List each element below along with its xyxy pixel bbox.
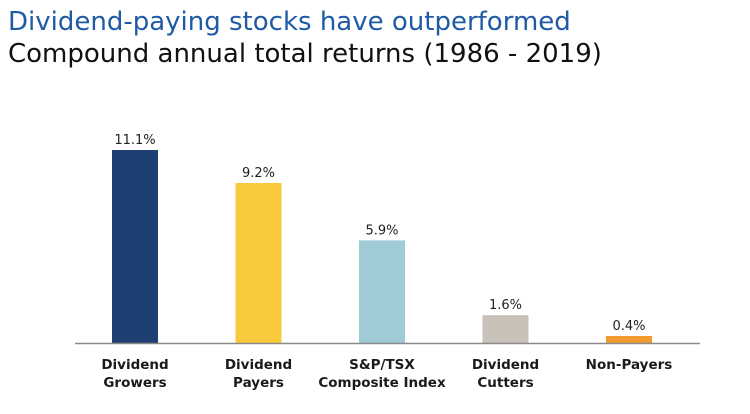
data-label-non-payers: 0.4% (612, 319, 645, 334)
bar-s-p-tsx-composite-index (359, 240, 405, 343)
chart-subtitle: Compound annual total returns (1986 - 20… (8, 39, 602, 69)
bar-dividend-growers (112, 150, 158, 343)
bar-dividend-payers (235, 183, 282, 343)
bar-dividend-cutters (482, 315, 529, 343)
category-label-dividend-growers-line-2: Growers (103, 375, 166, 391)
category-label-s-p-tsx-composite-index-line-1: S&P/TSX (349, 357, 415, 373)
data-label-dividend-payers: 9.2% (242, 166, 275, 181)
category-label-dividend-growers-line-1: Dividend (101, 357, 168, 373)
category-label-dividend-cutters-line-2: Cutters (477, 375, 533, 391)
category-label-non-payers-line-1: Non-Payers (586, 357, 673, 373)
chart-title: Dividend-paying stocks have outperformed (8, 7, 571, 37)
category-label-dividend-cutters-line-1: Dividend (472, 357, 539, 373)
bar-non-payers (606, 336, 652, 343)
category-label-dividend-payers-line-1: Dividend (225, 357, 292, 373)
category-label-s-p-tsx-composite-index-line-2: Composite Index (318, 375, 446, 391)
data-label-dividend-growers: 11.1% (114, 133, 155, 148)
data-label-s-p-tsx-composite-index: 5.9% (365, 223, 398, 238)
data-label-dividend-cutters: 1.6% (489, 298, 522, 313)
category-label-dividend-payers-line-2: Payers (233, 375, 284, 391)
